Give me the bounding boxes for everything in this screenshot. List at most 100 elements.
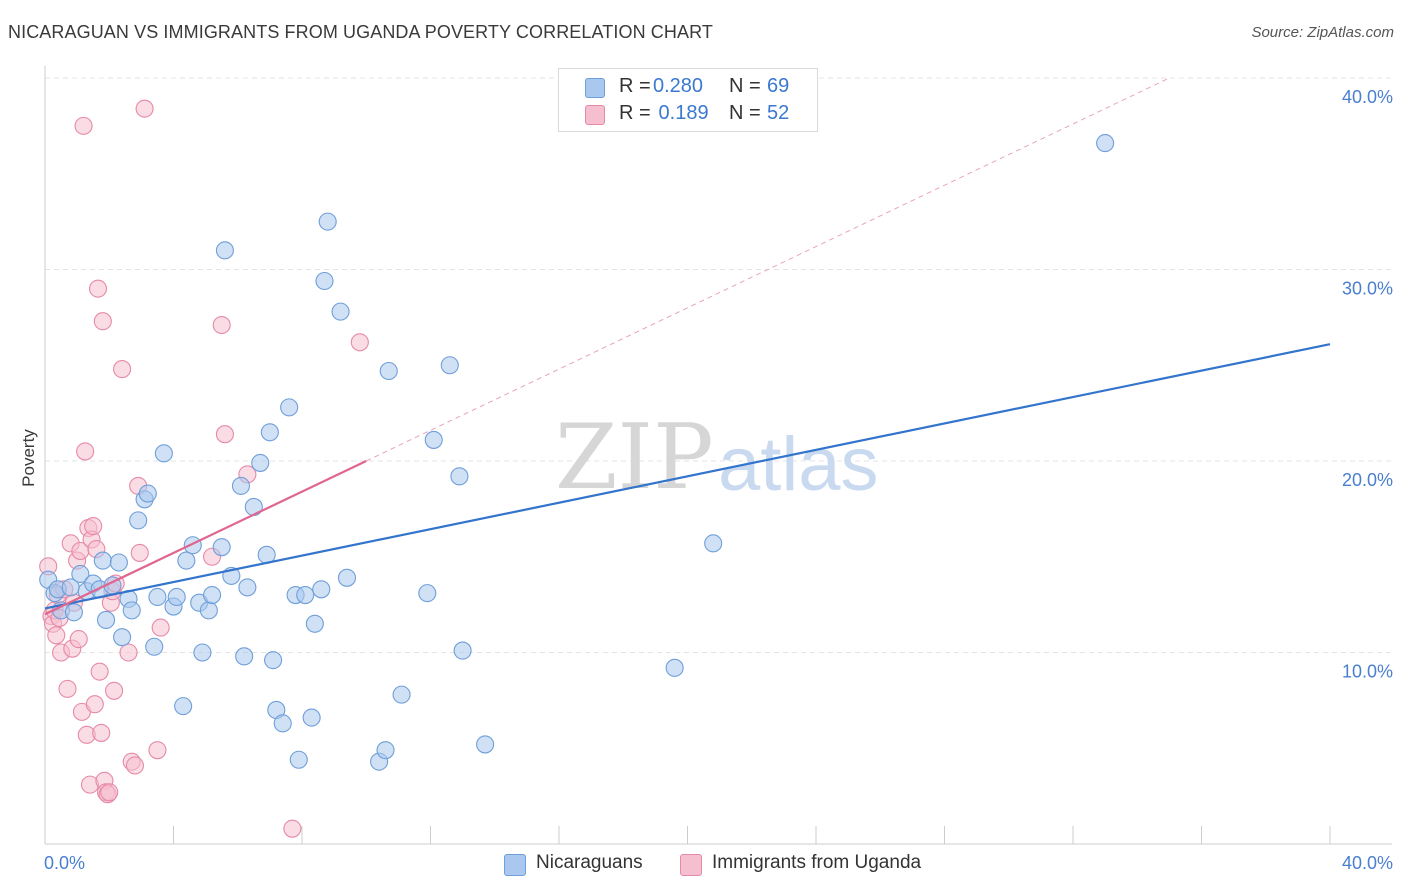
data-point-nicaraguan: [273, 714, 292, 733]
data-point-uganda: [74, 116, 93, 135]
legend-swatch-pink: [680, 854, 702, 876]
data-point-uganda: [119, 643, 138, 662]
data-point-nicaraguan: [199, 601, 218, 620]
data-point-uganda: [125, 756, 144, 775]
watermark: ZIP atlas: [555, 405, 879, 510]
data-point-nicaraguan: [212, 538, 231, 557]
legend-label: Immigrants from Uganda: [712, 852, 922, 873]
legend-n-label: N =: [729, 75, 761, 97]
source-label: Source: ZipAtlas.com: [1251, 24, 1394, 41]
data-point-nicaraguan: [376, 741, 395, 760]
data-point-nicaraguan: [296, 585, 315, 605]
y-tick-label: 40.0%: [1342, 87, 1393, 107]
legend-swatch-blue: [585, 78, 605, 98]
data-point-nicaraguan: [167, 587, 186, 607]
y-tick-label: 30.0%: [1342, 279, 1393, 299]
axis-labels: Poverty 10.0% 20.0% 30.0% 40.0% 0.0% 40.0%: [19, 87, 1393, 873]
data-point-nicaraguan: [302, 708, 321, 727]
data-point-nicaraguan: [424, 430, 443, 449]
x-tick-label: 0.0%: [44, 853, 85, 873]
data-point-nicaraguan: [129, 511, 148, 530]
data-point-nicaraguan: [174, 697, 193, 716]
y-tick-label: 10.0%: [1342, 662, 1393, 682]
data-point-nicaraguan: [251, 453, 270, 472]
legend-n-label: N =: [729, 102, 761, 124]
data-point-nicaraguan: [145, 637, 164, 656]
watermark-zip: ZIP: [555, 405, 714, 510]
data-point-nicaraguan: [450, 467, 469, 486]
data-point-nicaraguan: [476, 735, 495, 754]
data-point-nicaraguan: [440, 356, 459, 375]
data-point-uganda: [135, 99, 154, 118]
data-point-uganda: [283, 819, 302, 838]
data-point-uganda: [148, 741, 167, 760]
data-point-uganda: [100, 783, 119, 802]
data-point-uganda: [151, 618, 170, 637]
data-point-nicaraguan: [154, 444, 173, 463]
data-point-nicaraguan: [337, 568, 357, 587]
data-point-uganda: [84, 517, 103, 536]
x-tick-label: 40.0%: [1342, 853, 1393, 873]
legend-label: Nicaraguans: [536, 852, 643, 873]
data-point-nicaraguan: [235, 647, 254, 666]
data-point-nicaraguan: [305, 614, 324, 633]
data-point-uganda: [350, 333, 369, 352]
data-point-nicaraguan: [138, 484, 157, 503]
data-point-nicaraguan: [238, 578, 257, 597]
data-point-uganda: [113, 360, 132, 379]
data-point-nicaraguan: [215, 241, 234, 260]
data-point-nicaraguan: [193, 643, 212, 662]
data-point-uganda: [85, 695, 104, 714]
data-point-nicaraguan: [665, 658, 684, 677]
data-point-nicaraguan: [315, 271, 334, 291]
data-point-uganda: [92, 723, 111, 742]
data-point-uganda: [105, 681, 124, 700]
correlation-legend: R = 0.280 N = 69 R = 0.189 N = 52: [558, 68, 818, 132]
data-point-nicaraguan: [122, 601, 141, 620]
legend-r-value: 0.280: [653, 75, 704, 97]
data-point-nicaraguan: [264, 651, 283, 670]
data-point-nicaraguan: [318, 212, 337, 231]
data-point-nicaraguan: [183, 536, 202, 555]
data-point-nicaraguan: [203, 585, 222, 605]
data-point-nicaraguan: [289, 750, 308, 769]
legend-r-label: R =: [619, 75, 651, 97]
trend-extension-layer: [366, 77, 1170, 462]
data-point-nicaraguan: [148, 587, 167, 607]
data-point-nicaraguan: [177, 551, 196, 570]
data-point-uganda: [69, 630, 88, 649]
data-point-nicaraguan: [71, 564, 90, 584]
data-point-nicaraguan: [260, 423, 279, 442]
data-point-nicaraguan: [64, 603, 83, 622]
data-point-nicaraguan: [96, 610, 116, 629]
data-point-uganda: [130, 543, 149, 562]
data-point-uganda: [58, 679, 77, 698]
data-point-nicaraguan: [331, 302, 350, 321]
data-point-nicaraguan: [312, 580, 331, 599]
data-point-uganda: [90, 662, 109, 681]
chart-title: NICARAGUAN VS IMMIGRANTS FROM UGANDA POV…: [8, 22, 713, 42]
trend-extension-uganda: [366, 77, 1170, 462]
data-point-uganda: [212, 315, 231, 335]
data-point-nicaraguan: [113, 628, 132, 647]
data-point-nicaraguan: [109, 553, 128, 572]
legend-n-value: 52: [767, 102, 790, 124]
data-point-nicaraguan: [93, 551, 112, 570]
legend-swatch-blue: [504, 854, 526, 876]
axes: [44, 66, 1392, 845]
trend-line-nicaraguans: [44, 343, 1331, 610]
data-point-uganda: [88, 279, 108, 298]
legend-n-value: 69: [767, 75, 790, 97]
data-point-nicaraguan: [1096, 134, 1115, 153]
data-point-uganda: [76, 442, 95, 461]
data-point-uganda: [47, 626, 66, 645]
data-point-nicaraguan: [231, 476, 251, 495]
data-point-uganda: [93, 312, 112, 331]
data-point-nicaraguan: [704, 534, 723, 553]
trend-lines: [44, 343, 1331, 616]
legend-swatch-pink: [585, 105, 605, 125]
data-point-nicaraguan: [418, 584, 437, 603]
data-point-nicaraguan: [379, 361, 398, 381]
y-tick-label: 20.0%: [1342, 470, 1393, 490]
